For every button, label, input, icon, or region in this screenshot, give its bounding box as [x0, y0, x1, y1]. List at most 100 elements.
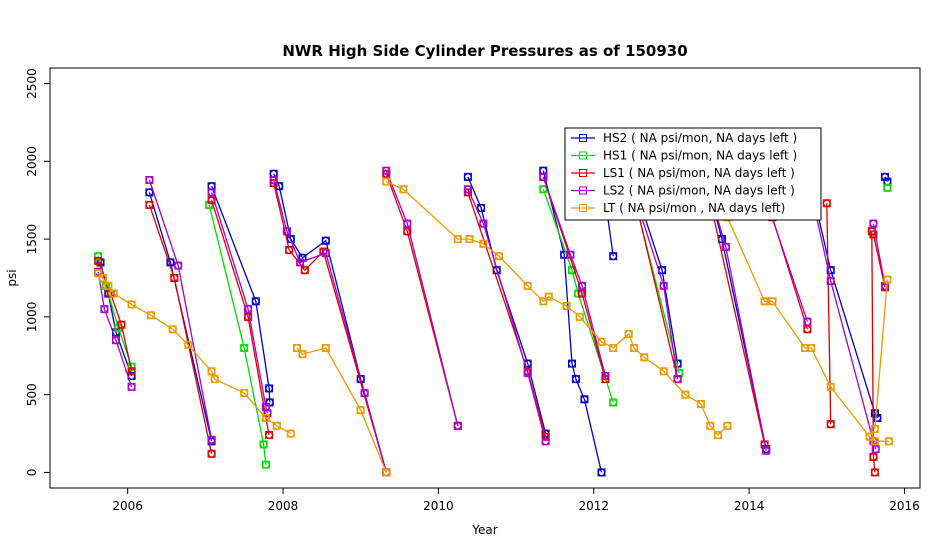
data-point-circle: [523, 368, 532, 377]
data-point-circle: [94, 252, 103, 261]
data-point-circle: [597, 337, 606, 346]
data-point-circle: [210, 375, 219, 384]
data-point-circle: [403, 227, 412, 236]
legend-item-ls2: LS2 ( NA psi/mon, NA days left ): [571, 184, 795, 198]
data-point-circle: [609, 344, 618, 353]
data-point-circle: [127, 382, 136, 391]
data-point-circle: [714, 431, 723, 440]
data-point-circle: [869, 230, 878, 239]
series-line-lt: [874, 279, 889, 429]
data-point-circle: [578, 281, 587, 290]
data-point-circle: [100, 305, 109, 314]
data-point-circle: [762, 446, 771, 455]
data-point-circle: [146, 311, 155, 320]
data-point-circle: [168, 325, 177, 334]
chart-title: NWR High Side Cylinder Pressures as of 1…: [282, 42, 687, 60]
series-line-hs1: [208, 204, 267, 465]
series-line-ls1: [764, 207, 809, 330]
data-point-circle: [145, 188, 154, 197]
data-point-circle: [803, 317, 812, 326]
data-point-circle: [104, 281, 113, 290]
data-point-circle: [321, 249, 330, 258]
data-point-circle: [170, 274, 179, 283]
data-point-circle: [465, 235, 474, 244]
legend-label: LS1 ( NA psi/mon, NA days left ): [603, 166, 795, 180]
data-point-circle: [826, 382, 835, 391]
series-line-lt: [386, 181, 728, 437]
legend-marker-swatch: [579, 204, 587, 212]
x-tick-label: 2016: [889, 499, 920, 513]
x-tick-label: 2006: [112, 499, 143, 513]
series-line-ls1: [148, 204, 213, 454]
data-point-circle: [571, 375, 580, 384]
data-point-circle: [869, 452, 878, 461]
data-point-circle: [807, 344, 816, 353]
legend-label: LT ( NA psi/mon , NA days left): [603, 201, 785, 215]
series-line-ls1: [467, 192, 547, 437]
data-point-circle: [539, 185, 548, 194]
data-point-circle: [826, 277, 835, 286]
y-tick-label: 2000: [25, 146, 39, 177]
data-point-circle: [723, 421, 732, 430]
data-point-circle: [296, 258, 305, 267]
data-point-circle: [145, 200, 154, 209]
y-tick-label: 0: [25, 469, 39, 477]
legend-label: LS2 ( NA psi/mon, NA days left ): [603, 184, 795, 198]
data-point-circle: [883, 183, 892, 192]
series-line-hs1: [542, 189, 614, 403]
data-point-circle: [575, 312, 584, 321]
series-line-ls2: [467, 189, 547, 442]
data-point-circle: [760, 297, 769, 306]
data-point-circle: [286, 429, 295, 438]
data-point-circle: [539, 172, 548, 181]
series-line-hs2: [273, 173, 387, 473]
data-point-circle: [566, 250, 575, 259]
data-point-circle: [382, 166, 391, 175]
data-point-circle: [568, 359, 577, 368]
series-line-hs2: [542, 170, 603, 473]
series-line-ls1: [273, 182, 387, 473]
data-point-circle: [251, 297, 260, 306]
data-point-circle: [174, 261, 183, 270]
data-point-circle: [265, 431, 274, 440]
data-point-circle: [207, 449, 216, 458]
data-point-circle: [145, 175, 154, 184]
legend-item-hs2: HS2 ( NA psi/mon, NA days left ): [571, 131, 797, 145]
data-point-circle: [285, 245, 294, 254]
data-point-circle: [883, 275, 892, 284]
data-point-circle: [696, 400, 705, 409]
data-point-circle: [184, 340, 193, 349]
data-point-circle: [544, 292, 553, 301]
data-point-circle: [244, 305, 253, 314]
data-point-circle: [109, 289, 118, 298]
series-line-ls2: [273, 179, 387, 473]
data-point-circle: [479, 239, 488, 248]
data-point-circle: [826, 420, 835, 429]
data-point-circle: [873, 414, 882, 423]
data-point-circle: [659, 281, 668, 290]
y-axis-label: psi: [5, 269, 19, 286]
data-point-circle: [479, 219, 488, 228]
data-point-circle: [94, 256, 103, 265]
series-line-ls2: [872, 223, 886, 286]
series-line-ls2: [97, 271, 133, 388]
data-point-circle: [321, 236, 330, 245]
data-point-circle: [117, 320, 126, 329]
data-point-circle: [640, 353, 649, 362]
y-axis: 0 500 1000 1500 2000 2500: [25, 68, 50, 476]
data-point-circle: [463, 172, 472, 181]
data-point-circle: [286, 235, 295, 244]
series-line-hs2: [210, 185, 271, 403]
data-point-circle: [111, 336, 120, 345]
data-point-circle: [870, 437, 879, 446]
series-line-ls1: [385, 173, 459, 426]
data-point-circle: [477, 203, 486, 212]
data-point-circle: [609, 252, 618, 261]
data-point-circle: [768, 297, 777, 306]
y-tick-label: 2500: [25, 68, 39, 99]
data-point-circle: [356, 406, 365, 415]
y-tick-label: 1500: [25, 224, 39, 255]
x-tick-label: 2012: [578, 499, 609, 513]
data-point-circle: [261, 460, 270, 469]
data-point-circle: [706, 421, 715, 430]
